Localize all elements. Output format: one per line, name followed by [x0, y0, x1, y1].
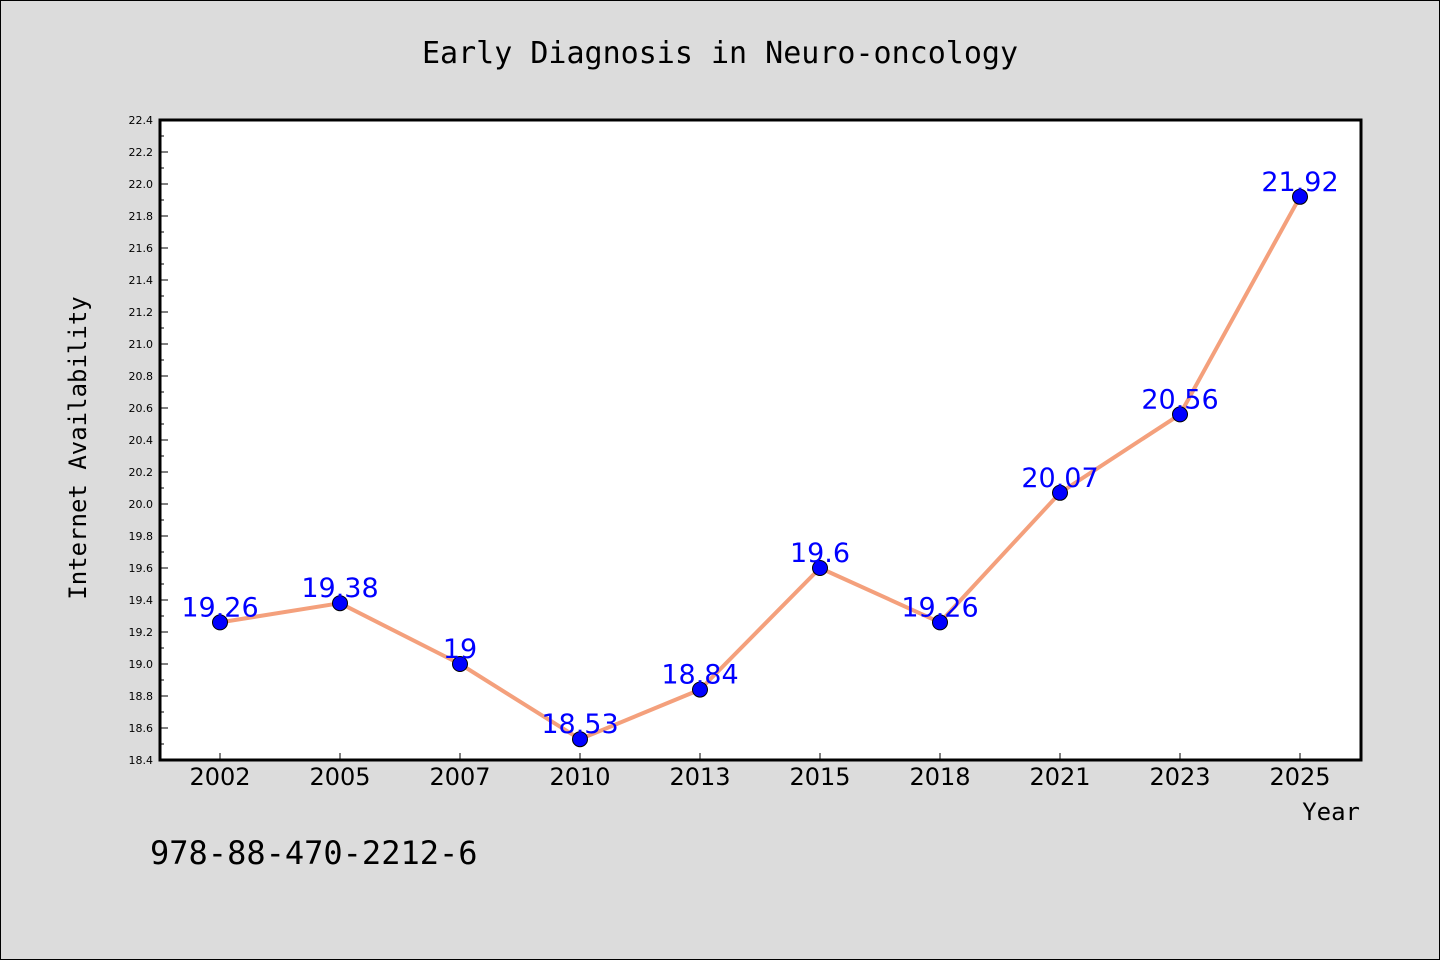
data-label: 20.07 — [1021, 463, 1098, 494]
data-label: 19.26 — [181, 592, 258, 623]
y-tick-label: 19.4 — [129, 594, 154, 607]
data-label: 19.38 — [301, 573, 378, 604]
x-tick-label: 2002 — [189, 763, 250, 791]
data-point — [1292, 188, 1308, 205]
data-point — [692, 681, 708, 698]
x-tick-label: 2015 — [789, 763, 850, 791]
series-line — [219, 195, 1302, 742]
y-tick-label: 19.8 — [129, 530, 154, 543]
chart-title: Early Diagnosis in Neuro-oncology — [422, 36, 1018, 71]
y-tick-label: 22.0 — [129, 178, 154, 191]
data-label: 19 — [443, 634, 477, 665]
data-label: 21.92 — [1261, 167, 1338, 198]
data-point — [1052, 484, 1068, 501]
data-point — [572, 731, 588, 748]
y-tick-label: 20.4 — [129, 434, 154, 447]
y-tick-label: 18.8 — [129, 690, 154, 703]
x-axis-ticks: 2002 2005 2007 2010 2013 2015 2018 2021 2023 2025 — [189, 753, 1331, 791]
data-label: 18.53 — [541, 709, 618, 740]
data-point — [212, 614, 228, 631]
y-tick-label: 19.6 — [129, 562, 154, 575]
y-tick-label: 18.6 — [129, 722, 154, 735]
y-axis-ticks: 18.4 18.6 18.8 19.0 19.2 19.4 19.6 19.8 20.0 20.2… — [129, 114, 168, 767]
y-tick-label: 21.2 — [129, 306, 154, 319]
y-tick-label: 20.8 — [129, 370, 154, 383]
y-tick-label: 21.4 — [129, 274, 154, 287]
data-label: 19.6 — [790, 538, 850, 569]
x-tick-label: 2007 — [429, 763, 490, 791]
data-label: 18.84 — [661, 660, 738, 691]
x-axis-label: Year — [1302, 798, 1360, 826]
data-point — [332, 595, 348, 612]
x-tick-label: 2025 — [1269, 763, 1330, 791]
data-label: 20.56 — [1141, 384, 1218, 415]
y-tick-label: 20.2 — [129, 466, 154, 479]
x-tick-label: 2010 — [549, 763, 610, 791]
y-tick-label: 21.6 — [129, 242, 154, 255]
x-tick-label: 2013 — [669, 763, 730, 791]
y-tick-label: 22.4 — [129, 114, 154, 127]
y-tick-label: 19.0 — [129, 658, 154, 671]
y-tick-label: 18.4 — [129, 754, 154, 767]
y-tick-label: 20.6 — [129, 402, 154, 415]
footer-code: 978-88-470-2212-6 — [150, 834, 478, 872]
data-point — [812, 560, 828, 576]
y-tick-label: 19.2 — [129, 626, 154, 639]
series-group: 19.26 19.38 19 18.53 18.84 19.6 19.26 20.07 20.5… — [181, 167, 1339, 748]
data-point — [1172, 406, 1188, 423]
y-tick-label: 20.0 — [129, 498, 154, 511]
y-tick-label: 21.8 — [129, 210, 154, 223]
data-point — [932, 614, 948, 631]
x-tick-label: 2005 — [309, 763, 370, 791]
y-tick-label: 22.2 — [129, 146, 154, 159]
y-axis-label: Internet Availability — [64, 296, 92, 599]
x-tick-label: 2018 — [909, 763, 970, 791]
x-tick-label: 2023 — [1149, 763, 1210, 791]
data-label: 19.26 — [901, 592, 978, 623]
y-tick-label: 21.0 — [129, 338, 154, 351]
plot-area — [158, 118, 1363, 762]
data-point — [452, 656, 468, 672]
x-tick-label: 2021 — [1029, 763, 1090, 791]
